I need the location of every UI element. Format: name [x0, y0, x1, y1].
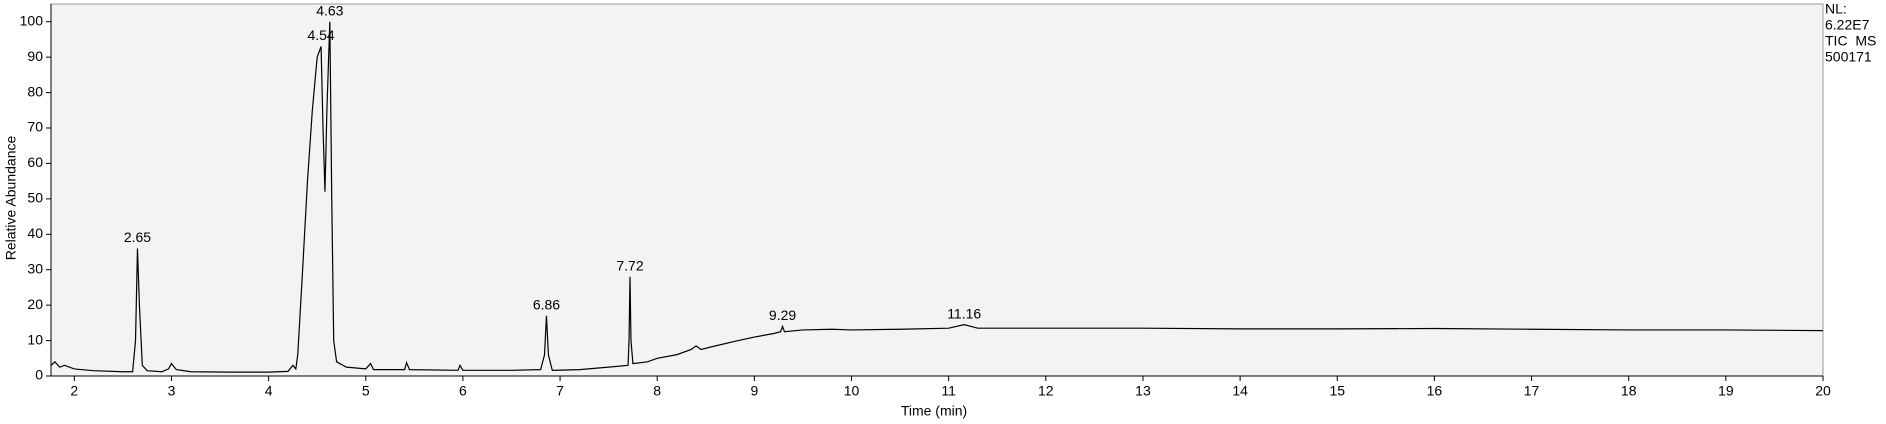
y-tick-label: 100 — [20, 12, 44, 28]
x-tick-label: 17 — [1524, 383, 1540, 399]
x-tick-label: 4 — [265, 383, 273, 399]
side-label: 6.22E7 — [1825, 17, 1870, 33]
trace-line — [50, 21, 1824, 373]
x-axis-title: Time (min) — [901, 403, 967, 419]
peak-label: 11.16 — [947, 305, 981, 321]
side-label: NL: — [1825, 1, 1847, 17]
x-tick-label: 19 — [1718, 383, 1734, 399]
y-tick-label: 80 — [27, 83, 43, 99]
y-tick-label: 70 — [27, 119, 43, 135]
peak-label: 4.63 — [316, 2, 343, 18]
x-tick-label: 6 — [459, 383, 467, 399]
y-tick-label: 50 — [27, 190, 43, 206]
y-tick-label: 10 — [27, 331, 43, 347]
x-tick-label: 10 — [844, 383, 860, 399]
x-tick-label: 9 — [750, 383, 758, 399]
peak-label: 6.86 — [533, 296, 560, 312]
x-tick-label: 3 — [168, 383, 176, 399]
y-axis-title: Relative Abundance — [3, 136, 19, 261]
x-tick-label: 15 — [1329, 383, 1345, 399]
x-tick-label: 16 — [1427, 383, 1443, 399]
x-tick-label: 11 — [941, 383, 956, 399]
y-tick-label: 0 — [35, 367, 43, 383]
x-tick-label: 20 — [1815, 383, 1831, 399]
y-tick-label: 60 — [27, 154, 43, 170]
plot-area — [50, 3, 1824, 377]
y-tick-label: 90 — [27, 48, 43, 64]
peak-label: 9.29 — [769, 307, 796, 323]
y-tick-label: 30 — [27, 260, 43, 276]
side-label: 500171 — [1825, 49, 1872, 65]
x-tick-label: 7 — [556, 383, 564, 399]
y-tick-label: 20 — [27, 296, 43, 312]
x-tick-label: 8 — [653, 383, 661, 399]
x-tick-label: 13 — [1135, 383, 1151, 399]
x-tick-label: 12 — [1038, 383, 1054, 399]
x-tick-label: 18 — [1621, 383, 1637, 399]
x-tick-label: 14 — [1232, 383, 1248, 399]
peak-label: 2.65 — [124, 229, 151, 245]
x-tick-label: 2 — [70, 383, 78, 399]
x-tick-label: 5 — [362, 383, 370, 399]
y-tick-label: 40 — [27, 225, 43, 241]
peak-label: 4.54 — [307, 27, 334, 43]
peak-label: 7.72 — [616, 258, 643, 274]
side-label: TIC MS — [1825, 33, 1876, 49]
